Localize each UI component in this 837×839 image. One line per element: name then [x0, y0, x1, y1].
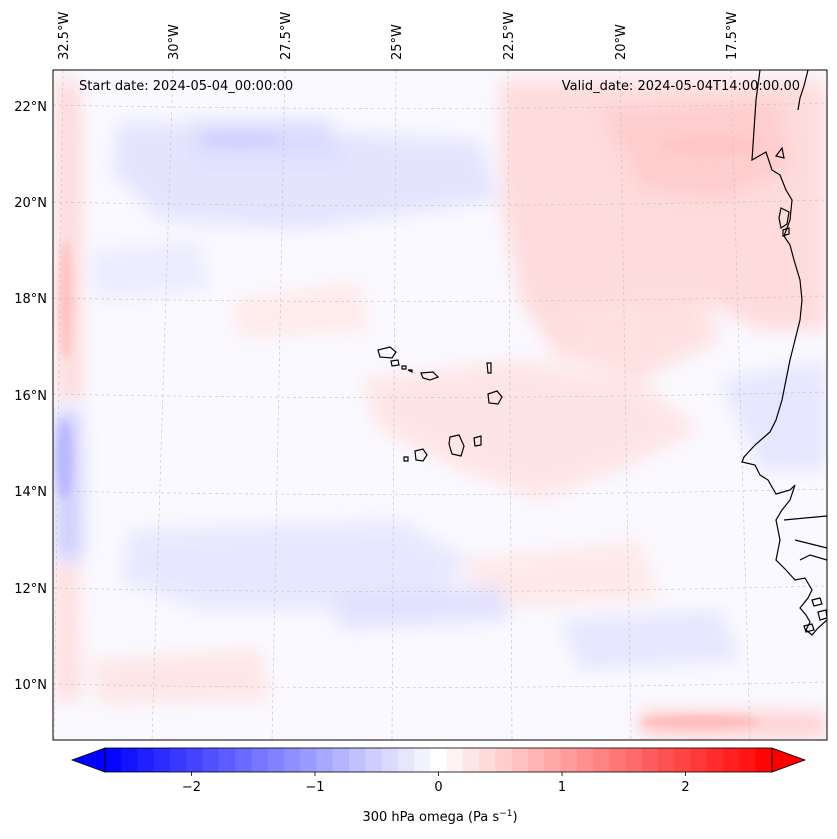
colorbar-cell [723, 748, 741, 772]
colorbar-cell [332, 748, 350, 772]
lat-label: 12°N [14, 582, 47, 597]
colorbar-cell [560, 748, 578, 772]
valid-date-text: Valid_date: 2024-05-04T14:00:00.00 [562, 79, 800, 94]
colorbar-cell [462, 748, 480, 772]
colorbar-cell [300, 748, 318, 772]
colorbar-min-extend [70, 747, 106, 773]
colorbar-cell [170, 748, 187, 772]
colorbar-cell [609, 748, 627, 772]
colorbar-gradient [105, 748, 773, 772]
colorbar-cell [479, 748, 497, 772]
colorbar-tick-label: 2 [681, 780, 689, 795]
colorbar-cell [544, 748, 562, 772]
lat-label: 14°N [14, 485, 47, 500]
colorbar-cell [251, 748, 269, 772]
longitude-labels: 32.5°W 30°W 27.5°W 25°W 22.5°W 20°W 17.5… [57, 12, 740, 60]
lat-label: 18°N [14, 292, 47, 307]
colorbar-cell [153, 748, 171, 772]
latitude-labels: 22°N 20°N 18°N 16°N 14°N 12°N 10°N [14, 100, 47, 693]
lat-label: 10°N [14, 678, 47, 693]
lon-label: 20°W [614, 24, 629, 60]
colorbar: −2 −1 0 1 2 300 hPa omega (Pa s−1) [70, 747, 807, 825]
lon-label: 17.5°W [725, 12, 740, 60]
colorbar-cell [674, 748, 692, 772]
colorbar-ticks: −2 −1 0 1 2 [182, 772, 690, 795]
colorbar-cell [137, 748, 155, 772]
colorbar-cell [690, 748, 708, 772]
colorbar-cell [641, 748, 659, 772]
start-date-text: Start date: 2024-05-04_00:00:00 [79, 79, 293, 94]
colorbar-tick-label: −1 [305, 780, 324, 795]
colorbar-tick-label: 0 [434, 780, 442, 795]
colorbar-cell [381, 748, 399, 772]
colorbar-cell [430, 748, 448, 772]
colorbar-cell [267, 748, 285, 772]
colorbar-cell [186, 748, 204, 772]
lon-label: 25°W [390, 24, 405, 60]
colorbar-cell [316, 748, 334, 772]
colorbar-max-extend [771, 747, 807, 773]
colorbar-cell [495, 748, 513, 772]
colorbar-cell [755, 748, 773, 772]
colorbar-cell [121, 748, 139, 772]
colorbar-cell [218, 748, 236, 772]
lon-label: 22.5°W [502, 12, 517, 60]
lat-label: 20°N [14, 196, 47, 211]
lon-label: 30°W [167, 24, 182, 60]
colorbar-cell [235, 748, 253, 772]
colorbar-cell [658, 748, 675, 772]
cape-verde-islands [377, 346, 503, 462]
colorbar-tick-label: 1 [558, 780, 566, 795]
colorbar-cell [576, 748, 594, 772]
map-frame [52, 69, 828, 741]
colorbar-cell [446, 748, 464, 772]
colorbar-cell [593, 748, 610, 772]
lat-label: 16°N [14, 389, 47, 404]
colorbar-cell [511, 748, 529, 772]
colorbar-tick-label: −2 [182, 780, 201, 795]
colorbar-cell [397, 748, 415, 772]
colorbar-cell [625, 748, 643, 772]
lat-label: 22°N [14, 100, 47, 115]
colorbar-cell [283, 748, 301, 772]
african-coastline [741, 70, 827, 636]
colorbar-cell [202, 748, 220, 772]
colorbar-cell [349, 748, 366, 772]
colorbar-cell [365, 748, 383, 772]
omega-field [53, 70, 827, 740]
lon-label: 27.5°W [279, 12, 294, 60]
lon-label: 32.5°W [57, 12, 72, 60]
graticule [53, 70, 827, 740]
colorbar-label: 300 hPa omega (Pa s−1) [362, 809, 517, 825]
colorbar-cell [105, 748, 122, 772]
colorbar-cell [527, 748, 545, 772]
colorbar-cell [414, 748, 431, 772]
colorbar-cell [706, 748, 724, 772]
colorbar-cell [739, 748, 757, 772]
